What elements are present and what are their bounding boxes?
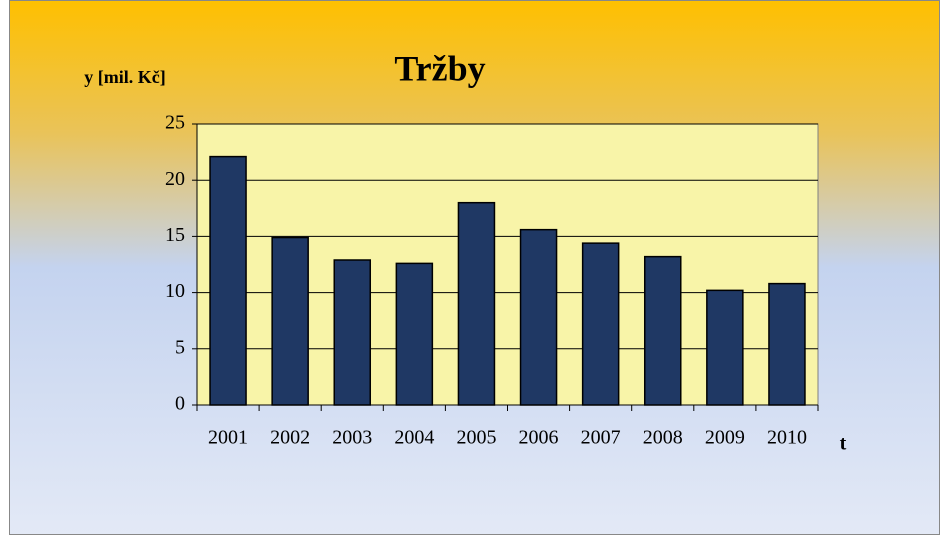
x-tick-label: 2005 (456, 427, 496, 449)
bar (395, 262, 434, 406)
x-tick-label: 2006 (519, 427, 559, 449)
y-tick-label: 15 (165, 224, 185, 246)
x-tick-label: 2010 (767, 427, 807, 449)
y-tick-label: 25 (165, 112, 185, 134)
y-tick-label: 20 (165, 168, 185, 190)
x-tick-label: 2008 (643, 427, 683, 449)
chart-title: Tržby (394, 48, 485, 88)
bar (209, 155, 247, 406)
y-tick-label: 10 (165, 280, 185, 302)
x-tick-label: 2009 (705, 427, 745, 449)
y-tick-label: 5 (175, 336, 185, 358)
x-tick-label: 2004 (394, 427, 434, 449)
y-tick-label: 0 (175, 393, 185, 415)
x-axis-label: t (840, 433, 847, 455)
bar (768, 282, 806, 406)
bar (333, 259, 372, 406)
bar (706, 289, 744, 406)
bar (643, 255, 682, 406)
bar (581, 242, 620, 406)
y-axis-label: y [mil. Kč] (84, 67, 165, 87)
bar (519, 228, 558, 406)
x-tick-label: 2003 (332, 427, 372, 449)
bar (457, 201, 496, 406)
x-tick-label: 2002 (270, 427, 310, 449)
x-tick-label: 2001 (208, 427, 248, 449)
bar (271, 236, 309, 406)
x-tick-label: 2007 (581, 427, 621, 449)
